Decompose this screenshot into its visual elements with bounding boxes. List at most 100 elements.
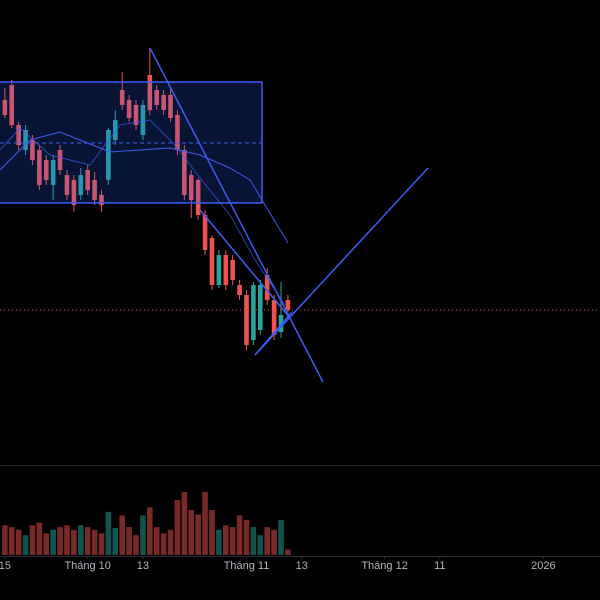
volume-bar <box>43 533 50 555</box>
candle-body <box>244 295 249 345</box>
volume-bar <box>167 529 174 555</box>
volume-bar <box>147 507 153 555</box>
moving-average <box>0 131 289 244</box>
volume-bar <box>209 510 215 555</box>
candle-body <box>251 285 256 340</box>
candle-body <box>50 160 56 185</box>
volume-bar <box>264 527 271 555</box>
candle-body <box>195 180 201 215</box>
candle-body <box>154 90 160 105</box>
candle-body <box>99 195 104 205</box>
candle-body <box>257 285 263 330</box>
x-tick-label: 11 <box>434 560 445 572</box>
volume-bar <box>50 529 56 555</box>
volume-bar <box>91 529 98 555</box>
volume-bar <box>257 535 264 555</box>
candle-body <box>175 115 180 150</box>
candle-body <box>182 150 187 195</box>
volume-bar <box>181 492 188 555</box>
volume-bar <box>119 515 126 555</box>
volume-bar <box>71 529 77 555</box>
volume-bar <box>8 527 15 555</box>
moving-average <box>0 119 286 306</box>
candle-body <box>2 100 8 115</box>
volume-bar <box>188 510 195 555</box>
candle-body <box>188 175 194 200</box>
candle-body <box>285 300 291 310</box>
candle-body <box>64 175 70 195</box>
volume-bar <box>250 527 257 555</box>
candle-body <box>147 75 153 110</box>
x-tick-label: 2026 <box>531 560 555 572</box>
candle-body <box>271 300 277 335</box>
candle-body <box>119 90 125 105</box>
trend-line <box>254 167 429 356</box>
candle-body <box>23 130 28 150</box>
x-tick-label: 13 <box>296 560 308 572</box>
volume-bar <box>64 525 70 555</box>
volume-bar <box>174 500 181 555</box>
candle-body <box>9 85 15 125</box>
candle-body <box>223 255 229 285</box>
trend-line <box>254 311 293 356</box>
volume-bar <box>105 511 112 555</box>
volume-bar <box>202 492 208 555</box>
candle-body <box>168 95 173 118</box>
volume-bar <box>195 514 201 555</box>
x-tick-label: 15 <box>0 560 11 572</box>
x-tick-label: Tháng 11 <box>224 560 270 572</box>
volume-bar <box>160 533 167 555</box>
candle-body <box>106 130 111 180</box>
candle-body <box>78 175 84 195</box>
candle-body <box>57 150 63 170</box>
volume-bar <box>84 527 91 555</box>
candle-body <box>37 150 42 185</box>
candle-body <box>216 255 222 285</box>
candle-body <box>30 140 35 160</box>
candle-body <box>16 125 21 145</box>
candle-body <box>237 285 242 295</box>
trend-line <box>149 47 324 383</box>
volume-bar <box>236 515 243 555</box>
candle-body <box>230 260 235 280</box>
candle-body <box>85 170 90 190</box>
candle-body <box>209 238 215 285</box>
volume-bar <box>2 525 8 555</box>
volume-bar <box>112 528 119 555</box>
volume-bar <box>222 525 229 555</box>
volume-bar <box>15 529 22 555</box>
candle-body <box>126 100 132 118</box>
candle-body <box>92 180 97 200</box>
x-tick-label: Tháng 10 <box>64 560 110 572</box>
candle-body <box>202 215 208 250</box>
trend-line <box>199 209 291 319</box>
volume-bar <box>29 525 36 555</box>
volume-bar <box>271 529 277 555</box>
volume-bar <box>77 525 84 555</box>
x-tick-label: Tháng 12 <box>361 560 407 572</box>
volume-bar <box>216 529 222 555</box>
drawings <box>0 47 429 383</box>
x-tick-label: 13 <box>137 560 149 572</box>
range-box <box>0 81 263 204</box>
volume-bar <box>98 533 105 555</box>
candle-body <box>264 275 270 300</box>
candle-body <box>113 120 118 140</box>
candle-body <box>161 95 166 110</box>
volume-bar <box>229 527 236 555</box>
volume-bar <box>22 535 29 555</box>
volume-bar <box>36 522 43 555</box>
volume-bar <box>285 549 291 555</box>
volume-bar <box>243 519 250 555</box>
candle-body <box>133 105 139 125</box>
volume-bar <box>133 535 139 555</box>
volume-bar <box>140 515 146 555</box>
candle-body <box>278 315 284 332</box>
candle-body <box>140 105 146 135</box>
volume-bar <box>126 527 132 555</box>
candle-body <box>71 180 77 205</box>
volume-bar <box>278 519 284 555</box>
volume-bar <box>153 527 160 555</box>
